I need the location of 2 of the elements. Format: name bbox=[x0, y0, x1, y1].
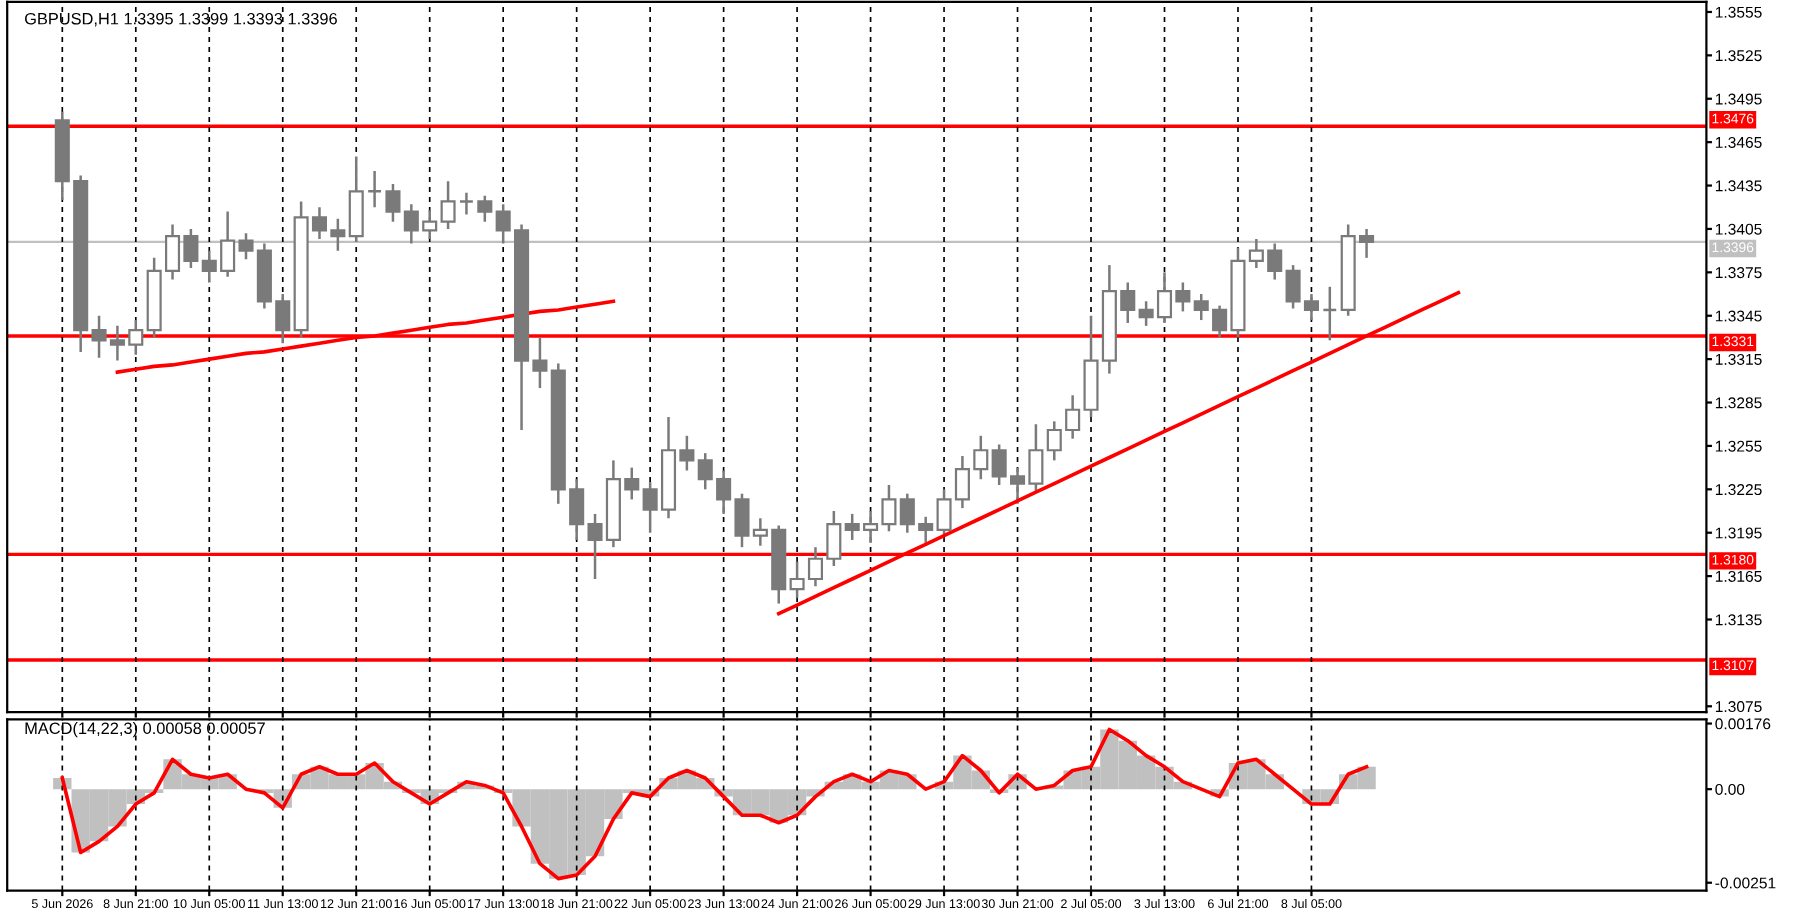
chart-title: MACD(14,22,3) 0.00058 0.00057 bbox=[25, 722, 265, 738]
text: GBPUSD,H1 1.3395 1.3399 1.3393 1.3396 bbox=[25, 12, 337, 27]
